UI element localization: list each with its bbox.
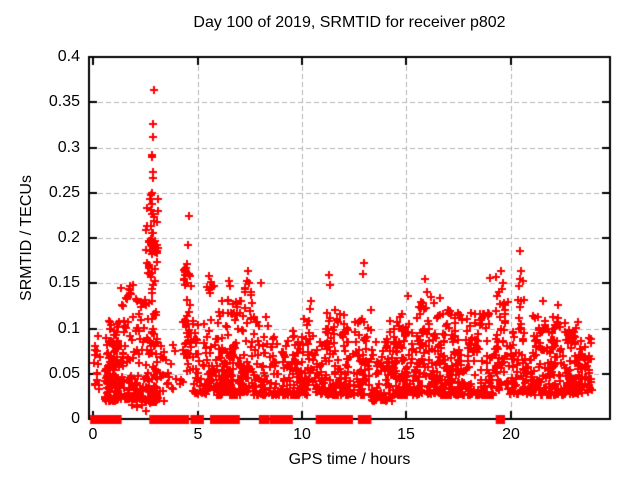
y-tick-label: 0.05 — [48, 365, 80, 382]
x-tick-label: 15 — [397, 426, 415, 443]
y-tick-label: 0.1 — [57, 320, 80, 337]
x-tick-label: 0 — [88, 426, 98, 443]
y-tick-label: 0.3 — [57, 139, 80, 156]
y-tick-label: 0.15 — [48, 274, 80, 291]
chart-title: Day 100 of 2019, SRMTID for receiver p80… — [193, 14, 506, 31]
y-tick-label: 0 — [71, 410, 80, 427]
y-tick-label: 0.2 — [57, 229, 80, 246]
x-tick-label: 10 — [293, 426, 311, 443]
x-tick-label: 20 — [502, 426, 520, 443]
y-tick-label: 0.25 — [48, 184, 80, 201]
x-tick-label: 5 — [193, 426, 203, 443]
x-axis-label: GPS time / hours — [288, 451, 411, 468]
y-tick-label: 0.4 — [57, 48, 80, 65]
y-tick-label: 0.35 — [48, 93, 80, 110]
